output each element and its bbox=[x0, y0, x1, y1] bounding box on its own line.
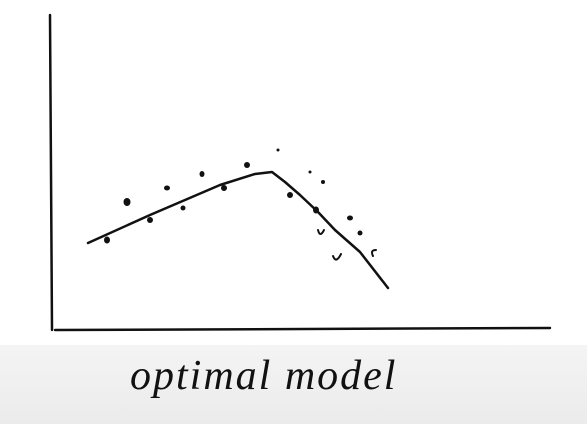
data-point bbox=[332, 253, 342, 261]
data-point bbox=[317, 229, 325, 235]
x-axis bbox=[53, 326, 552, 332]
y-axis bbox=[48, 13, 54, 332]
caption-band bbox=[0, 345, 587, 424]
caption: optimal model bbox=[130, 353, 398, 399]
data-points bbox=[104, 148, 363, 244]
data-point bbox=[371, 249, 377, 257]
fitted-curve bbox=[86, 170, 390, 290]
